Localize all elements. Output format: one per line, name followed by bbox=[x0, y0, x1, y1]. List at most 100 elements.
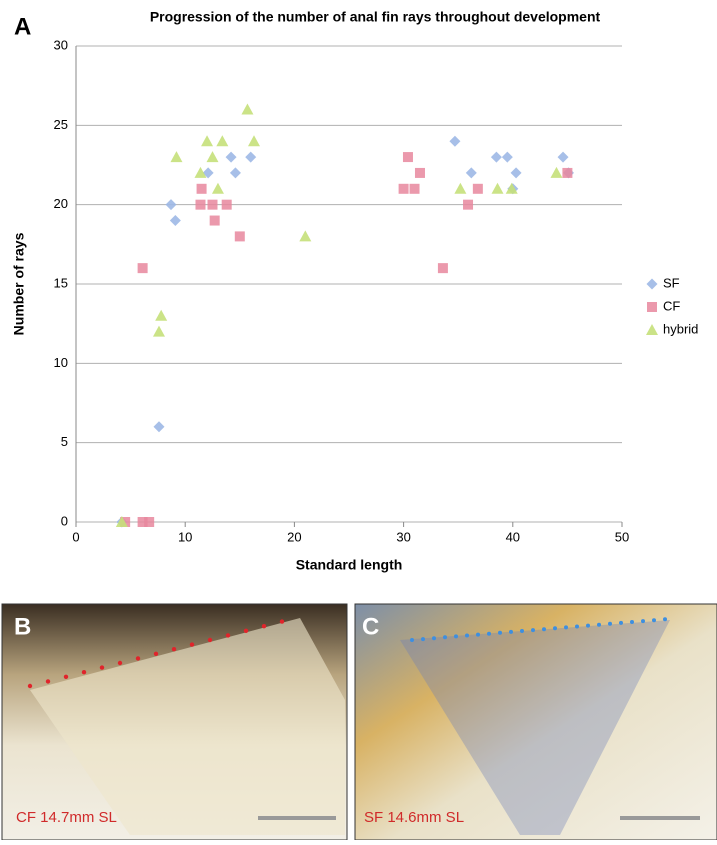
point bbox=[245, 151, 257, 163]
point bbox=[241, 103, 254, 115]
dot bbox=[663, 617, 667, 622]
point bbox=[463, 199, 474, 210]
dot bbox=[225, 633, 231, 638]
point bbox=[234, 231, 245, 242]
point bbox=[144, 517, 155, 527]
dot bbox=[608, 621, 612, 626]
y-axis-label: Number of rays bbox=[11, 232, 27, 335]
y-tick-label: 15 bbox=[54, 275, 68, 290]
point bbox=[137, 263, 148, 274]
dot bbox=[498, 630, 502, 635]
dot bbox=[207, 637, 213, 643]
legend-label: CF bbox=[663, 298, 680, 313]
point bbox=[155, 309, 168, 321]
point bbox=[490, 151, 502, 163]
dot bbox=[575, 624, 579, 629]
dot bbox=[564, 625, 568, 630]
point bbox=[505, 182, 518, 194]
photo-c bbox=[354, 603, 717, 841]
chart-title: Progression of the number of anal fin ra… bbox=[150, 9, 601, 25]
point bbox=[206, 151, 219, 163]
point bbox=[398, 183, 409, 194]
photo-caption: SF 14.6mm SL bbox=[364, 809, 464, 826]
point bbox=[196, 183, 207, 194]
x-tick-label: 10 bbox=[178, 529, 192, 544]
point bbox=[454, 182, 467, 194]
dot bbox=[465, 633, 469, 638]
dot bbox=[597, 622, 601, 627]
panel-label: A bbox=[14, 13, 31, 40]
legend-label: hybrid bbox=[663, 321, 698, 336]
dot bbox=[553, 626, 557, 631]
x-axis-label: Standard length bbox=[296, 557, 403, 573]
point bbox=[501, 151, 513, 163]
point bbox=[201, 135, 214, 147]
ray-dots bbox=[27, 619, 285, 689]
legend-marker bbox=[646, 324, 658, 335]
y-tick-label: 0 bbox=[61, 513, 68, 528]
dot bbox=[421, 637, 425, 642]
point bbox=[510, 167, 522, 179]
point bbox=[225, 151, 237, 163]
dot bbox=[117, 660, 123, 666]
point bbox=[409, 183, 420, 194]
dot bbox=[652, 618, 656, 623]
dot bbox=[189, 642, 195, 647]
dot bbox=[63, 674, 69, 679]
dot bbox=[171, 647, 177, 652]
point bbox=[247, 135, 260, 147]
point bbox=[562, 167, 573, 178]
y-tick-label: 25 bbox=[54, 117, 68, 132]
point bbox=[165, 199, 177, 211]
y-tick-label: 10 bbox=[54, 355, 68, 370]
dot bbox=[410, 638, 414, 642]
dot bbox=[619, 620, 623, 625]
point bbox=[550, 166, 563, 178]
dot bbox=[279, 619, 285, 624]
dot bbox=[586, 623, 590, 628]
point bbox=[195, 199, 206, 210]
point bbox=[216, 135, 229, 147]
point bbox=[402, 152, 413, 163]
point bbox=[115, 516, 128, 527]
dot bbox=[520, 629, 524, 633]
panel-label: C bbox=[362, 613, 379, 640]
fin-shape bbox=[30, 618, 345, 835]
point bbox=[202, 167, 214, 179]
dot bbox=[454, 634, 458, 639]
dot bbox=[432, 636, 436, 641]
dot bbox=[99, 665, 105, 670]
point bbox=[414, 167, 425, 178]
point bbox=[491, 182, 504, 194]
panel-label: B bbox=[14, 613, 31, 640]
point bbox=[194, 166, 207, 178]
y-tick-label: 5 bbox=[61, 434, 68, 449]
point bbox=[299, 230, 312, 242]
point bbox=[137, 517, 148, 527]
point bbox=[153, 421, 165, 433]
dot bbox=[27, 683, 33, 689]
dot bbox=[509, 629, 513, 634]
dot bbox=[243, 628, 249, 633]
point bbox=[449, 135, 461, 147]
y-tick-label: 20 bbox=[54, 196, 68, 211]
point bbox=[472, 183, 483, 194]
y-tick-label: 30 bbox=[54, 37, 68, 52]
point bbox=[152, 325, 165, 337]
ray-dots bbox=[410, 617, 667, 642]
point bbox=[557, 151, 569, 163]
point bbox=[211, 182, 224, 194]
dot bbox=[487, 631, 491, 636]
x-tick-label: 20 bbox=[287, 529, 301, 544]
photo-caption: CF 14.7mm SL bbox=[16, 809, 117, 826]
dot bbox=[153, 651, 159, 656]
x-tick-label: 40 bbox=[506, 529, 520, 544]
point bbox=[169, 215, 181, 227]
dot bbox=[443, 635, 447, 640]
legend-label: SF bbox=[663, 275, 680, 290]
point bbox=[437, 263, 448, 274]
point bbox=[207, 199, 218, 210]
dot bbox=[630, 620, 634, 624]
